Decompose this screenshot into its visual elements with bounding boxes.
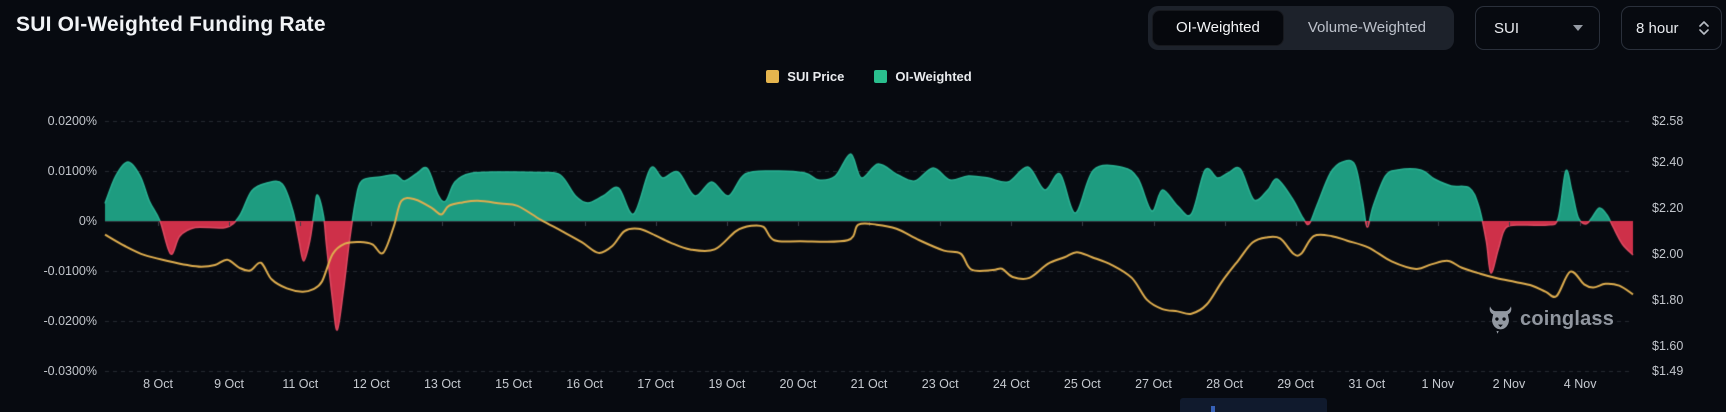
up-down-arrows-icon: [1699, 21, 1709, 35]
tooltip-fragment-mark: [1211, 406, 1215, 412]
symbol-select-value: SUI: [1494, 19, 1520, 37]
sui-price-swatch: [766, 70, 780, 83]
x-axis-label: 24 Oct: [992, 377, 1030, 391]
x-axis-label: 15 Oct: [495, 377, 532, 391]
x-axis-label: 27 Oct: [1135, 377, 1172, 391]
x-axis-label: 16 Oct: [566, 377, 604, 391]
x-axis-label: 21 Oct: [850, 377, 888, 391]
y-axis-label-right: $1.60: [1652, 338, 1684, 353]
legend-label: OI-Weighted: [895, 69, 972, 84]
y-axis-label-right: $2.20: [1652, 201, 1684, 216]
y-axis-label-left: 0.0200%: [47, 114, 97, 128]
x-axis-label: 9 Oct: [214, 377, 244, 391]
x-axis-label: 1 Nov: [1421, 377, 1455, 391]
tooltip-fragment: [1180, 398, 1327, 412]
y-axis-label-right: $1.49: [1652, 364, 1684, 378]
x-axis-label: 25 Oct: [1063, 377, 1101, 391]
coinglass-watermark: coinglass: [1487, 305, 1614, 334]
interval-select-value: 8 hour: [1636, 19, 1679, 37]
toggle-oi-weighted[interactable]: OI-Weighted: [1151, 10, 1284, 46]
x-axis-label: 2 Nov: [1492, 377, 1526, 391]
x-axis-label: 17 Oct: [637, 377, 675, 391]
y-axis-label-right: $2.00: [1652, 247, 1684, 262]
x-axis-label: 31 Oct: [1348, 377, 1386, 391]
x-axis-label: 12 Oct: [352, 377, 390, 391]
x-axis-label: 4 Nov: [1563, 377, 1597, 391]
y-axis-label-left: 0%: [78, 214, 97, 228]
y-axis-label-right: $2.40: [1652, 155, 1684, 170]
x-axis-label: 23 Oct: [921, 377, 959, 391]
x-axis-label: 11 Oct: [282, 377, 319, 391]
chart-controls: OI-Weighted Volume-Weighted SUI 8 hour: [1147, 6, 1722, 50]
x-axis-label: 20 Oct: [779, 377, 817, 391]
y-axis-label-left: -0.0200%: [43, 314, 97, 328]
weighting-toggle-group: OI-Weighted Volume-Weighted: [1147, 6, 1454, 50]
x-axis-label: 28 Oct: [1206, 377, 1243, 391]
chart-legend: SUI Price OI-Weighted: [105, 69, 1633, 84]
symbol-select[interactable]: SUI: [1475, 6, 1600, 50]
legend-item-oi-weighted[interactable]: OI-Weighted: [874, 69, 972, 84]
legend-item-sui-price[interactable]: SUI Price: [766, 69, 844, 84]
legend-label: SUI Price: [787, 69, 845, 84]
interval-select[interactable]: 8 hour: [1621, 6, 1722, 50]
page-title: SUI OI-Weighted Funding Rate: [16, 13, 326, 36]
y-axis-label-right: $1.80: [1652, 292, 1684, 307]
y-axis-label-left: -0.0100%: [43, 264, 97, 278]
x-axis-label: 13 Oct: [423, 377, 461, 391]
x-axis-label: 29 Oct: [1277, 377, 1315, 391]
x-axis-label: 8 Oct: [143, 377, 173, 391]
toggle-volume-weighted[interactable]: Volume-Weighted: [1284, 10, 1450, 46]
oi-weighted-swatch: [874, 70, 888, 83]
watermark-text: coinglass: [1520, 308, 1615, 330]
y-axis-label-right: $2.58: [1652, 114, 1684, 128]
x-axis-label: 19 Oct: [708, 377, 746, 391]
coinglass-bull-icon: [1489, 306, 1512, 334]
y-axis-label-left: -0.0300%: [43, 364, 97, 378]
chevron-down-icon: [1573, 25, 1583, 31]
y-axis-label-left: 0.0100%: [47, 164, 97, 178]
